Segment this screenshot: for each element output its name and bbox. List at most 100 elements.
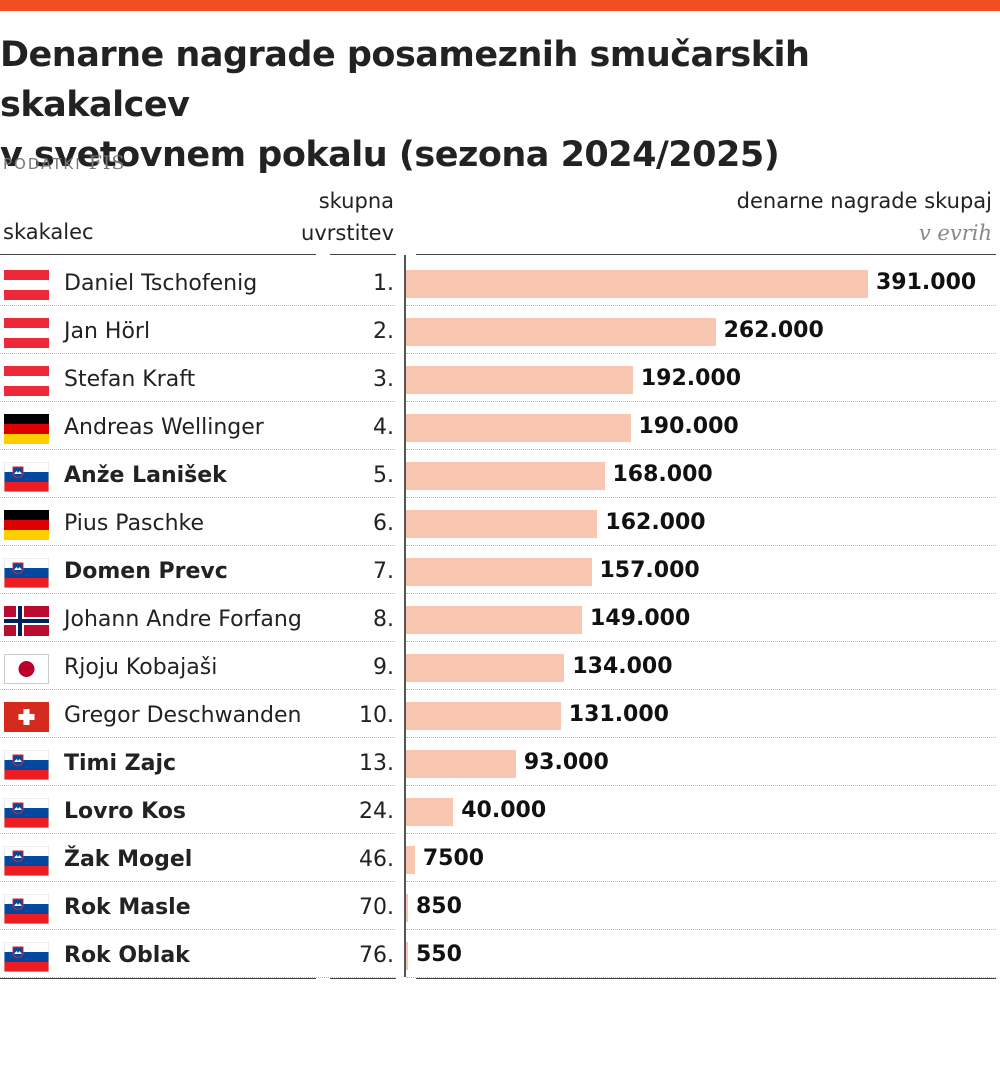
norway-flag-icon xyxy=(4,606,49,636)
table-row: Andreas Wellinger 4. 190.000 xyxy=(0,402,1000,450)
overall-rank: 1. xyxy=(373,271,394,296)
prize-bar xyxy=(406,798,454,826)
source-name: FIS xyxy=(88,152,126,174)
overall-rank: 5. xyxy=(373,463,394,488)
title-line-2: v svetovnem pokalu (sezona 2024/2025) xyxy=(0,135,780,175)
row-divider xyxy=(0,305,395,306)
prize-value-label: 162.000 xyxy=(605,510,706,535)
row-divider xyxy=(0,353,395,354)
column-header-prize: denarne nagrade skupaj v evrih xyxy=(737,185,992,249)
table-row: Jan Hörl 2. 262.000 xyxy=(0,306,1000,354)
slovenia-flag-icon xyxy=(4,750,49,780)
row-divider xyxy=(406,401,996,402)
prize-header-line-1: denarne nagrade skupaj xyxy=(736,189,992,213)
prize-bar xyxy=(406,318,716,346)
row-divider xyxy=(0,641,395,642)
prize-value-label: 149.000 xyxy=(590,606,691,631)
row-divider xyxy=(406,689,996,690)
table-row: Lovro Kos 24. 40.000 xyxy=(0,786,1000,834)
prize-value-label: 7500 xyxy=(422,846,485,871)
row-divider xyxy=(406,305,996,306)
row-divider xyxy=(0,737,395,738)
prize-bar xyxy=(406,942,408,970)
slovenia-flag-icon xyxy=(4,942,49,972)
row-divider xyxy=(406,785,996,786)
header-rule-name xyxy=(0,254,316,255)
prize-value-label: 190.000 xyxy=(638,414,739,439)
header-rule-prize xyxy=(416,254,996,255)
row-divider xyxy=(0,929,395,930)
row-divider xyxy=(406,641,996,642)
overall-rank: 3. xyxy=(373,367,394,392)
column-header-rank: skupna uvrstitev xyxy=(301,185,394,249)
slovenia-flag-icon xyxy=(4,894,49,924)
overall-rank: 24. xyxy=(359,799,394,824)
rank-header-line-2: uvrstitev xyxy=(301,221,394,245)
jumper-name: Anže Lanišek xyxy=(64,463,227,488)
prize-bar xyxy=(406,750,516,778)
prize-bar xyxy=(406,702,561,730)
row-divider xyxy=(406,593,996,594)
overall-rank: 8. xyxy=(373,607,394,632)
prize-value-label: 131.000 xyxy=(568,702,669,727)
row-divider xyxy=(406,977,996,978)
jumper-name: Stefan Kraft xyxy=(64,367,196,392)
overall-rank: 10. xyxy=(359,703,394,728)
source-label: PODATKI xyxy=(3,155,82,173)
jumper-name: Pius Paschke xyxy=(64,511,205,536)
row-divider xyxy=(406,833,996,834)
row-divider xyxy=(0,881,395,882)
slovenia-flag-icon xyxy=(4,462,49,492)
jumper-name: Andreas Wellinger xyxy=(64,415,264,440)
overall-rank: 76. xyxy=(359,943,394,968)
prize-bar xyxy=(406,654,565,682)
jumper-name: Gregor Deschwanden xyxy=(64,703,302,728)
table-row: Stefan Kraft 3. 192.000 xyxy=(0,354,1000,402)
austria-flag-icon xyxy=(4,270,49,300)
overall-rank: 6. xyxy=(373,511,394,536)
overall-rank: 46. xyxy=(359,847,394,872)
table-row: Daniel Tschofenig 1. 391.000 xyxy=(0,258,1000,306)
overall-rank: 13. xyxy=(359,751,394,776)
row-divider xyxy=(0,593,395,594)
prize-value-label: 550 xyxy=(416,942,462,967)
footer-rule-rank xyxy=(330,978,396,979)
row-divider xyxy=(406,353,996,354)
overall-rank: 2. xyxy=(373,319,394,344)
slovenia-flag-icon xyxy=(4,558,49,588)
table-row: Rjoju Kobajaši 9. 134.000 xyxy=(0,642,1000,690)
prize-value-label: 93.000 xyxy=(523,750,609,775)
prize-bar xyxy=(406,606,583,634)
source-note: PODATKI FIS xyxy=(3,152,125,174)
jumper-name: Domen Prevc xyxy=(64,559,228,584)
prize-value-label: 192.000 xyxy=(640,366,742,391)
germany-flag-icon xyxy=(4,414,49,444)
footer-rule-prize xyxy=(416,978,996,979)
jumper-name: Jan Hörl xyxy=(64,319,151,344)
table-row: Rok Masle 70. 850 xyxy=(0,882,1000,930)
prize-bar xyxy=(406,894,408,922)
row-divider xyxy=(0,785,395,786)
footer-rule-name xyxy=(0,978,316,979)
prize-bar xyxy=(406,462,605,490)
row-divider xyxy=(0,401,395,402)
jumper-name: Lovro Kos xyxy=(64,799,186,824)
prize-value-label: 157.000 xyxy=(599,558,700,583)
column-header-name: skakalec xyxy=(3,220,94,244)
germany-flag-icon xyxy=(4,510,49,540)
japan-flag-icon xyxy=(4,654,49,684)
prize-value-label: 134.000 xyxy=(572,654,673,679)
table-row: Rok Oblak 76. 550 xyxy=(0,930,1000,978)
overall-rank: 7. xyxy=(373,559,394,584)
slovenia-flag-icon xyxy=(4,798,49,828)
row-divider xyxy=(406,737,996,738)
row-divider xyxy=(406,449,996,450)
table-row: Anže Lanišek 5. 168.000 xyxy=(0,450,1000,498)
prize-value-label: 168.000 xyxy=(612,462,713,487)
table-row: Gregor Deschwanden 10. 131.000 xyxy=(0,690,1000,738)
prize-bar xyxy=(406,366,633,394)
austria-flag-icon xyxy=(4,318,49,348)
top-accent-bar xyxy=(0,0,1000,11)
overall-rank: 4. xyxy=(373,415,394,440)
row-divider xyxy=(406,545,996,546)
